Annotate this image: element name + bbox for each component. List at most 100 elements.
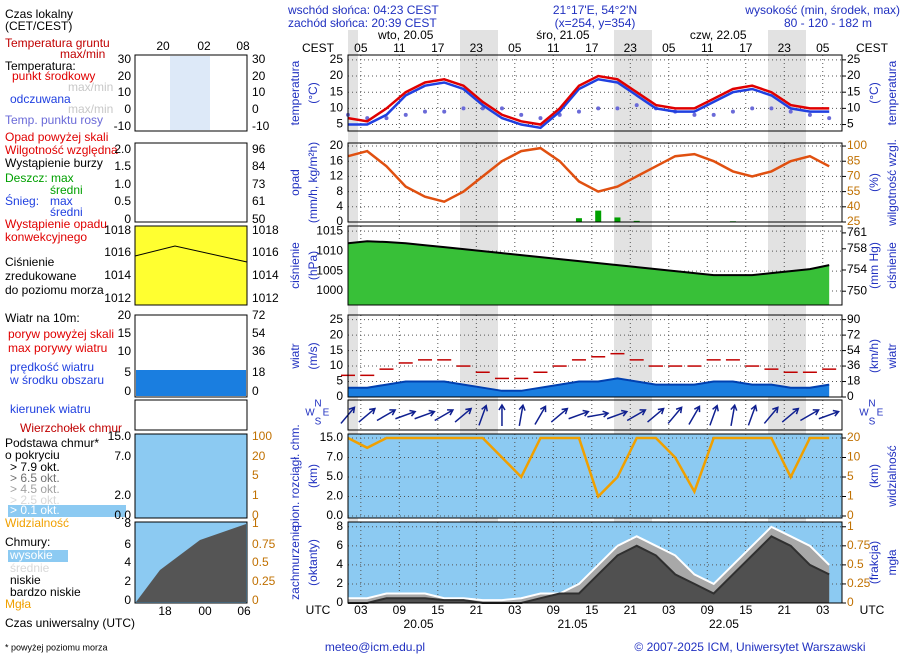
- legend-text: wysokie: [9, 548, 53, 562]
- dew-point-dot: [807, 112, 812, 117]
- panel-background: [348, 434, 842, 518]
- legend-text: Podstawa chmur*: [5, 436, 99, 450]
- y-tick-label: 12: [330, 169, 344, 183]
- wind-arrow: [667, 406, 683, 424]
- y-tick-label: 15: [330, 343, 344, 357]
- wind-arrow-shape: [550, 407, 569, 423]
- legend-tick-label: 1014: [252, 268, 279, 282]
- y2-tick-label: 754: [847, 262, 867, 276]
- y2-tick-label: 758: [847, 241, 867, 255]
- wind-arrow: [763, 406, 779, 424]
- x-tick-label: 03: [354, 603, 368, 617]
- legend-tick-label: 15: [118, 326, 132, 340]
- dew-point-dot: [711, 112, 716, 117]
- legend-tick-label: 0.5: [252, 555, 269, 569]
- wind-arrow: [534, 405, 547, 425]
- footer-copyright: © 2007-2025 ICM, Uniwersytet Warszawski: [634, 640, 865, 654]
- x-tick-label-top: 11: [547, 41, 560, 55]
- wind-arrow-shape: [395, 409, 417, 420]
- y-tick-label: 25: [330, 312, 344, 326]
- x-tick-label: 15: [431, 603, 445, 617]
- wind-arrow-shape: [414, 409, 436, 420]
- day-label: 22.05: [709, 617, 739, 631]
- legend-time: 08: [236, 39, 250, 53]
- x-tick-label-top: 05: [508, 41, 522, 55]
- wind-arrow-shape: [763, 406, 779, 424]
- dew-point-dot: [692, 112, 697, 117]
- legend-tick-label: 20: [118, 69, 132, 83]
- legend-tick-label: 1018: [252, 223, 279, 237]
- x-tick-label: 09: [701, 603, 715, 617]
- x-tick-label-top: 17: [585, 41, 599, 55]
- legend-tick-label: 0: [252, 508, 259, 522]
- wind-arrow: [606, 409, 629, 420]
- compass-letter: W: [305, 408, 315, 419]
- area-line: [348, 525, 830, 602]
- y2-tick-label: 0: [847, 595, 854, 609]
- panel: 5 10 15 20 25 5 10 15 20 25 temperatura (°C) (°C) tem…: [288, 52, 899, 132]
- wind-arrow: [376, 409, 397, 422]
- y-axis-label: (hPa): [306, 251, 320, 280]
- legend-tick-label: 0.75: [252, 537, 276, 551]
- dew-point-dot: [750, 106, 755, 111]
- x-tick-label: 21: [624, 603, 638, 617]
- dew-point-dot: [769, 106, 774, 111]
- compass-letter: S: [869, 417, 876, 428]
- wind-arrow: [478, 404, 488, 426]
- wind-arrow: [434, 409, 455, 422]
- legend-tick-label: 0: [124, 593, 131, 607]
- panel: 0 2 4 6 8 0 0.25 0.5 0.75 1 zachmurzenie (oktanty) (…: [288, 519, 899, 609]
- y2-tick-label: 40: [847, 199, 861, 213]
- legend-tick-label: 1014: [104, 268, 131, 282]
- panel-frame: [347, 142, 843, 223]
- legend-text: Ciśnienie: [5, 255, 55, 269]
- y-axis-label: (mm/h, kg/m²h): [306, 142, 320, 223]
- legend-tick-label: 20: [118, 308, 132, 322]
- series-line: [347, 74, 830, 126]
- y-axis-label: (m/s): [306, 342, 320, 369]
- y2-tick-label: 10: [847, 101, 861, 115]
- legend-tick-label: 1018: [104, 223, 131, 237]
- y-tick-label: 7.0: [326, 450, 343, 464]
- y2-tick-label: 25: [847, 52, 861, 66]
- wind-arrow-shape: [340, 406, 356, 424]
- legend-tick-label: 0: [124, 102, 131, 116]
- y2-tick-label: 761: [847, 225, 867, 239]
- day-label: śro, 21.05: [536, 28, 590, 42]
- legend-text: w środku obszaru: [9, 373, 104, 387]
- legend-tick-label: 72: [252, 308, 266, 322]
- compass-letter: N: [314, 399, 321, 410]
- series-line: [347, 436, 830, 499]
- wind-arrow: [781, 407, 800, 423]
- legend-time: 20: [156, 39, 170, 53]
- y-tick-label: 10: [330, 358, 344, 372]
- x-tick-label-top: 23: [778, 41, 792, 55]
- dew-point-dot: [384, 116, 389, 121]
- wind-arrow: [626, 409, 647, 422]
- legend-tick-label: 30: [252, 52, 266, 66]
- wind-arrow: [550, 407, 569, 423]
- wind-arrow-shape: [818, 409, 840, 420]
- precip-bar: [595, 210, 602, 222]
- y-tick-label: 8: [336, 184, 343, 198]
- wind-arrow: [800, 409, 820, 422]
- wind-arrow: [340, 406, 356, 424]
- y-tick-label: 10: [330, 101, 344, 115]
- legend-tick-label: 18: [252, 365, 266, 379]
- y-tick-label: 0: [336, 214, 343, 228]
- x-tick-label-top: 17: [431, 41, 445, 55]
- y2-tick-label: 0.5: [847, 557, 864, 571]
- legend-tick-label: 5: [252, 468, 259, 482]
- wind-arrow: [587, 410, 610, 418]
- y-tick-label: 0: [336, 389, 343, 403]
- panel-frame: [347, 314, 843, 398]
- dew-point-dot: [499, 106, 504, 111]
- dew-point-dot: [365, 116, 370, 121]
- legend-text: bardzo niskie: [10, 585, 81, 599]
- legend-tick-label: 61: [252, 194, 266, 208]
- panel: 1000 1005 1010 1015 750 754 758 761 ciśnienie (hP…: [288, 223, 899, 306]
- legend-text: poryw powyżej skali: [8, 327, 114, 341]
- y-tick-label: 0: [336, 595, 343, 609]
- y-tick-label: 0.0: [326, 508, 343, 522]
